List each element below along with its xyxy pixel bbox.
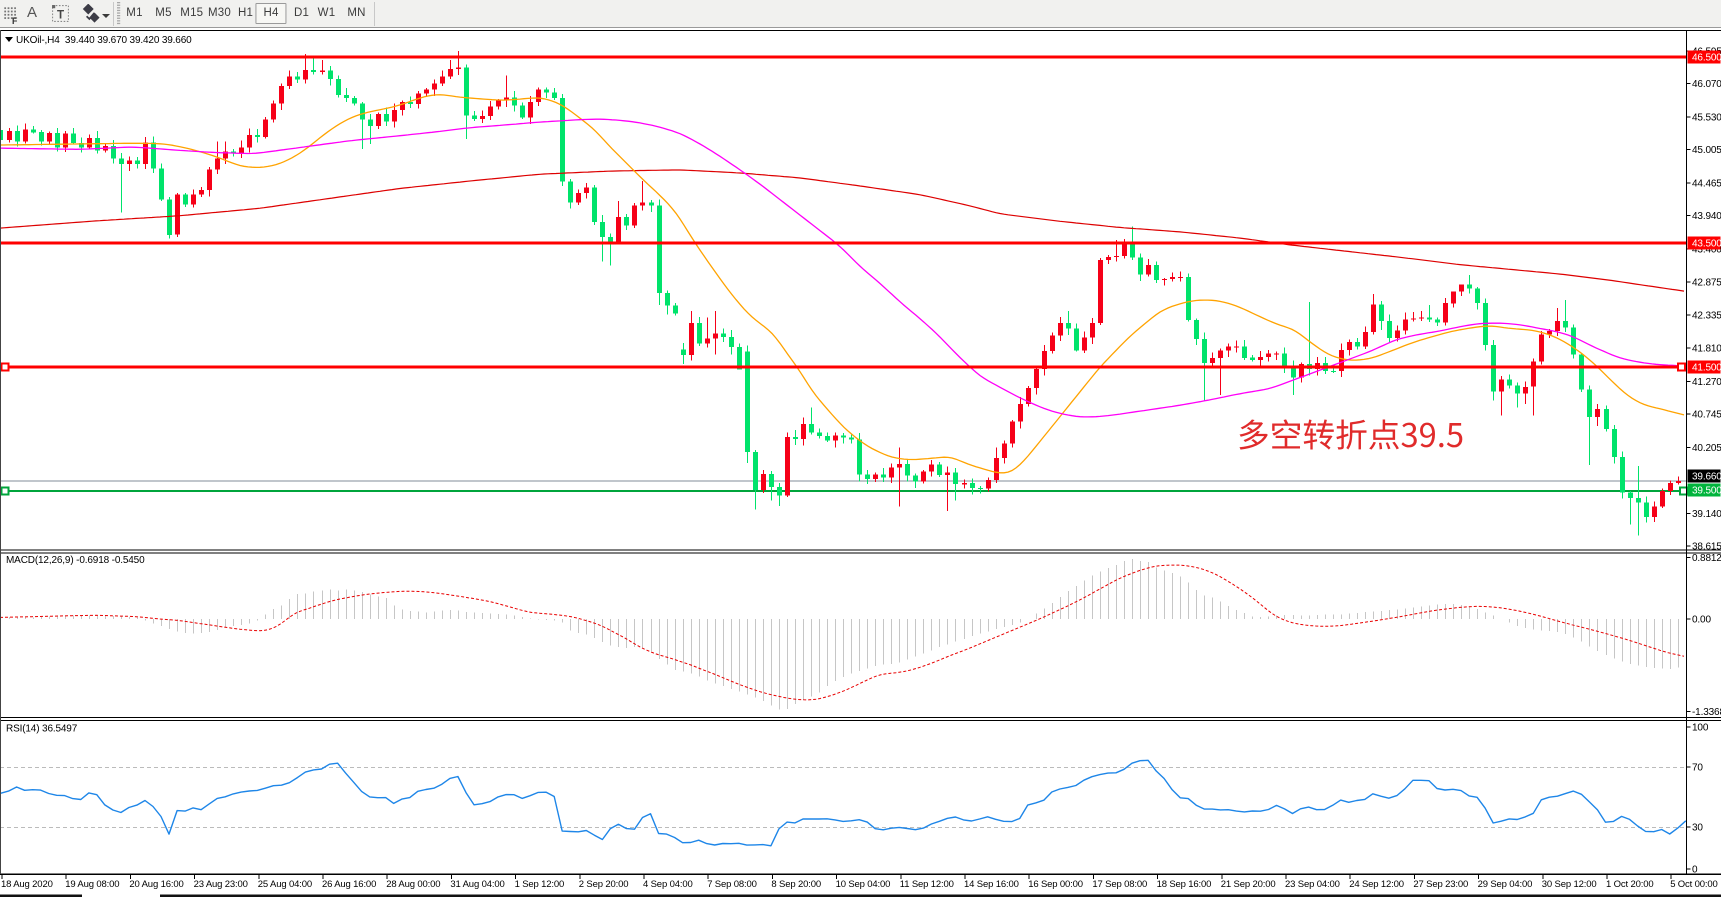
svg-text:39.500: 39.500 xyxy=(1692,486,1721,497)
svg-text:44.465: 44.465 xyxy=(1692,179,1721,190)
svg-text:8 Sep 20:00: 8 Sep 20:00 xyxy=(771,879,821,890)
svg-text:-1.3368: -1.3368 xyxy=(1692,707,1721,718)
svg-text:30 Sep 12:00: 30 Sep 12:00 xyxy=(1542,879,1597,890)
svg-text:42.875: 42.875 xyxy=(1692,277,1721,288)
svg-text:0: 0 xyxy=(1692,865,1698,876)
svg-text:23 Sep 04:00: 23 Sep 04:00 xyxy=(1285,879,1340,890)
svg-text:43.940: 43.940 xyxy=(1692,211,1721,222)
svg-text:40.745: 40.745 xyxy=(1692,409,1721,420)
svg-text:46.500: 46.500 xyxy=(1692,53,1721,64)
svg-text:T: T xyxy=(57,8,64,21)
svg-text:21 Sep 20:00: 21 Sep 20:00 xyxy=(1221,879,1276,890)
svg-text:26 Aug 16:00: 26 Aug 16:00 xyxy=(322,879,376,890)
svg-text:1 Sep 12:00: 1 Sep 12:00 xyxy=(515,879,565,890)
svg-text:28 Aug 00:00: 28 Aug 00:00 xyxy=(386,879,440,890)
svg-text:46.070: 46.070 xyxy=(1692,79,1721,90)
svg-text:25 Aug 04:00: 25 Aug 04:00 xyxy=(258,879,312,890)
svg-text:29 Sep 04:00: 29 Sep 04:00 xyxy=(1478,879,1533,890)
svg-text:70: 70 xyxy=(1692,763,1703,774)
svg-text:UKOil-,H4 39.440 39.670 39.42: UKOil-,H4 39.440 39.670 39.420 39.660 xyxy=(16,35,192,46)
svg-text:40.205: 40.205 xyxy=(1692,443,1721,454)
svg-text:0.00: 0.00 xyxy=(1692,614,1711,625)
svg-text:45.530: 45.530 xyxy=(1692,113,1721,124)
svg-text:MACD(12,26,9) -0.6918 -0.5450: MACD(12,26,9) -0.6918 -0.5450 xyxy=(6,555,145,566)
svg-text:41.500: 41.500 xyxy=(1692,363,1721,374)
svg-text:31 Aug 04:00: 31 Aug 04:00 xyxy=(450,879,504,890)
svg-text:RSI(14) 36.5497: RSI(14) 36.5497 xyxy=(6,724,78,735)
svg-text:39.660: 39.660 xyxy=(1692,472,1721,483)
svg-text:4 Sep 04:00: 4 Sep 04:00 xyxy=(643,879,693,890)
svg-text:16 Sep 00:00: 16 Sep 00:00 xyxy=(1028,879,1083,890)
svg-text:F: F xyxy=(12,16,18,26)
svg-text:2 Sep 20:00: 2 Sep 20:00 xyxy=(579,879,629,890)
svg-text:18 Sep 16:00: 18 Sep 16:00 xyxy=(1157,879,1212,890)
svg-text:18 Aug 2020: 18 Aug 2020 xyxy=(1,879,53,890)
svg-text:41.810: 41.810 xyxy=(1692,343,1721,354)
svg-text:27 Sep 23:00: 27 Sep 23:00 xyxy=(1413,879,1468,890)
svg-text:43.400: 43.400 xyxy=(1692,245,1721,256)
svg-text:17 Sep 08:00: 17 Sep 08:00 xyxy=(1092,879,1147,890)
svg-text:30: 30 xyxy=(1692,823,1703,834)
svg-text:20 Aug 16:00: 20 Aug 16:00 xyxy=(129,879,183,890)
svg-text:41.270: 41.270 xyxy=(1692,377,1721,388)
svg-text:11 Sep 12:00: 11 Sep 12:00 xyxy=(900,879,954,890)
svg-text:45.005: 45.005 xyxy=(1692,145,1721,156)
svg-text:23 Aug 23:00: 23 Aug 23:00 xyxy=(194,879,248,890)
svg-text:10 Sep 04:00: 10 Sep 04:00 xyxy=(836,879,891,890)
svg-text:39.140: 39.140 xyxy=(1692,509,1721,520)
svg-text:19 Aug 08:00: 19 Aug 08:00 xyxy=(65,879,119,890)
svg-text:5 Oct 00:00: 5 Oct 00:00 xyxy=(1670,879,1717,890)
svg-text:38.615: 38.615 xyxy=(1692,541,1721,552)
svg-text:24 Sep 12:00: 24 Sep 12:00 xyxy=(1349,879,1404,890)
svg-text:0.8812: 0.8812 xyxy=(1692,553,1721,564)
svg-text:1 Oct 20:00: 1 Oct 20:00 xyxy=(1606,879,1653,890)
svg-text:43.500: 43.500 xyxy=(1692,239,1721,250)
svg-text:42.335: 42.335 xyxy=(1692,311,1721,322)
svg-text:7 Sep 08:00: 7 Sep 08:00 xyxy=(707,879,757,890)
svg-text:100: 100 xyxy=(1692,723,1709,734)
svg-text:14 Sep 16:00: 14 Sep 16:00 xyxy=(964,879,1019,890)
